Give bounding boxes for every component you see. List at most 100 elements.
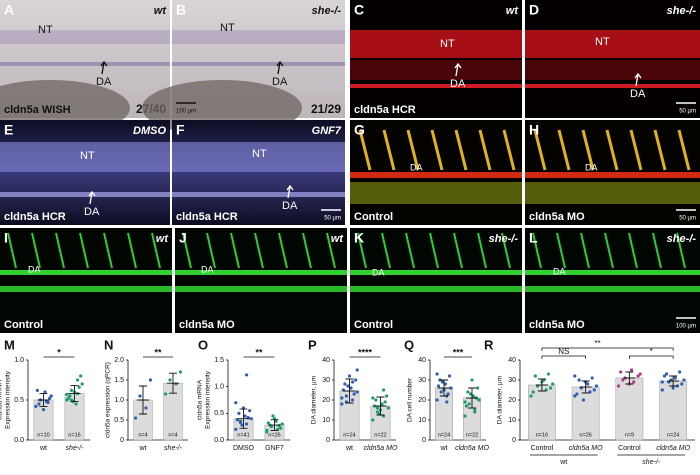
data-point xyxy=(148,378,153,382)
vessel xyxy=(175,286,347,292)
significance-label: ** xyxy=(255,347,263,357)
panel-label: M xyxy=(4,337,15,352)
genotype-label: she-/- xyxy=(667,5,697,17)
data-point xyxy=(629,368,634,372)
image-panel: H DA cldn5a MO 50 µm xyxy=(525,120,700,225)
data-point xyxy=(463,414,467,418)
vessel xyxy=(0,62,170,66)
data-point xyxy=(354,378,358,382)
data-point xyxy=(248,409,252,413)
data-point xyxy=(531,390,535,394)
vessel xyxy=(172,192,345,197)
vessel xyxy=(525,270,700,275)
panel-label: J xyxy=(179,230,187,246)
data-point xyxy=(35,388,39,392)
data-point xyxy=(350,380,355,384)
vessel xyxy=(525,172,700,178)
vessel xyxy=(278,232,288,269)
data-point xyxy=(470,378,474,382)
y-tick-label: 0.5 xyxy=(14,397,24,404)
y-tick-label: 10 xyxy=(508,417,516,424)
data-point xyxy=(344,394,349,398)
error-bar xyxy=(623,371,636,385)
vessel xyxy=(31,232,41,269)
data-point xyxy=(573,394,577,398)
neural-tube xyxy=(525,30,700,58)
x-tick-label: wt xyxy=(139,445,147,452)
significance-label: **** xyxy=(358,347,373,357)
n-label: n=16 xyxy=(536,432,548,438)
vessel xyxy=(532,232,542,269)
data-point xyxy=(274,419,278,423)
scale-label: 50 µm xyxy=(679,109,696,115)
data-point xyxy=(371,418,375,422)
n-label: n=41 xyxy=(237,432,249,438)
y-axis-label: cldn5a mRNA xyxy=(0,379,4,420)
data-point xyxy=(75,378,80,382)
structure-label: DA xyxy=(84,206,100,218)
data-point xyxy=(375,406,380,410)
data-point xyxy=(43,390,47,394)
arrow xyxy=(454,62,462,77)
y-tick-label: 0.5 xyxy=(114,417,124,424)
data-point xyxy=(244,422,249,426)
vessel xyxy=(629,129,643,171)
data-point xyxy=(79,374,83,378)
error-bar xyxy=(438,379,450,397)
data-point xyxy=(467,402,471,406)
n-label: n=22 xyxy=(466,432,478,438)
vessel xyxy=(477,232,487,269)
genotype-label: wt xyxy=(156,233,170,245)
data-point xyxy=(592,388,596,392)
arrow xyxy=(286,184,294,199)
n-label: n=16 xyxy=(68,432,80,438)
vessel xyxy=(182,232,192,269)
caption: Control xyxy=(4,319,43,331)
y-tick-label: 20 xyxy=(322,397,330,404)
panel-label: E xyxy=(4,122,13,138)
structure-label: DA xyxy=(585,162,598,172)
data-point xyxy=(548,386,553,390)
data-point xyxy=(355,368,359,372)
panel-label: Q xyxy=(404,337,414,352)
y-tick-label: 10 xyxy=(322,417,330,424)
data-point xyxy=(619,370,623,374)
data-point xyxy=(346,384,350,388)
vessel xyxy=(172,62,345,66)
data-point xyxy=(675,384,680,388)
data-point xyxy=(616,384,621,388)
data-point xyxy=(37,402,41,406)
n-label: n=22 xyxy=(374,432,386,438)
vessel xyxy=(127,232,137,269)
x-tick-label: cldn5a MO xyxy=(569,445,603,452)
data-point xyxy=(238,420,243,424)
genotype-label: DMSO xyxy=(133,125,166,137)
vessel xyxy=(501,232,511,269)
data-point xyxy=(586,382,590,386)
neural-tube xyxy=(0,30,170,44)
vessel xyxy=(525,84,700,88)
y-tick-label: 0.0 xyxy=(14,437,24,444)
y-tick-label: 1.0 xyxy=(14,357,24,364)
vessel xyxy=(580,232,590,269)
data-point xyxy=(447,374,452,378)
x-tick-label: wt xyxy=(345,445,353,452)
vessel xyxy=(0,270,172,275)
data-point xyxy=(69,398,74,402)
data-point xyxy=(168,378,172,382)
data-point xyxy=(237,411,241,415)
data-point xyxy=(347,374,352,378)
y-tick-label: 10 xyxy=(418,417,426,424)
panel-label: D xyxy=(529,2,539,18)
bar xyxy=(615,377,644,441)
y-tick-label: 40 xyxy=(418,357,426,364)
vessel xyxy=(0,192,170,197)
data-point xyxy=(577,378,581,382)
y-tick-label: 0 xyxy=(422,437,426,444)
vessel xyxy=(478,129,492,171)
data-point xyxy=(66,396,70,400)
